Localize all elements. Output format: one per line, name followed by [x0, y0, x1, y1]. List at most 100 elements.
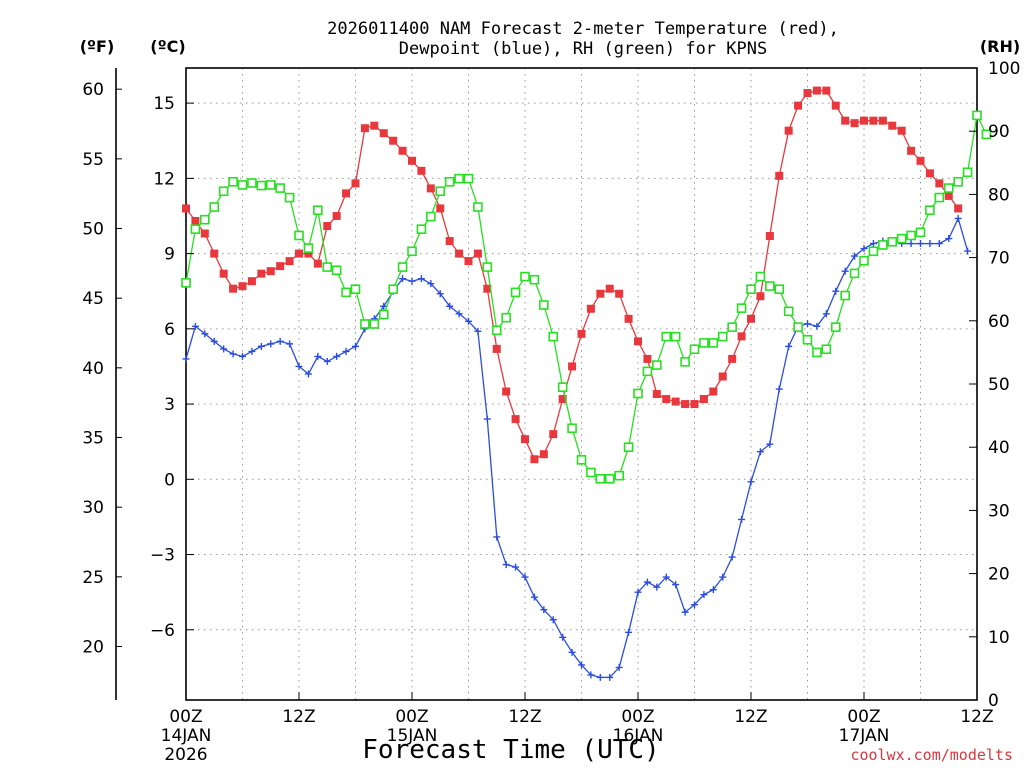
temperature-point — [605, 284, 614, 293]
dewpoint-point — [220, 345, 228, 353]
dewpoint-point — [738, 515, 746, 523]
celsius-tick-label: 15 — [153, 94, 175, 114]
rh-point — [435, 186, 446, 197]
dewpoint-point — [465, 317, 472, 325]
dewpoint-point — [530, 593, 538, 601]
dewpoint-point — [804, 320, 811, 328]
chart-title-line-1: 2026011400 NAM Forecast 2-meter Temperat… — [327, 19, 839, 39]
dewpoint-point — [276, 337, 284, 345]
temperature-point — [747, 314, 755, 323]
dewpoint-point — [766, 440, 774, 448]
rh-point — [755, 271, 766, 282]
rh-point — [840, 290, 850, 301]
temperature-point — [699, 395, 708, 404]
dewpoint-point — [615, 663, 623, 671]
rh-point — [774, 284, 785, 295]
dewpoint-point — [954, 214, 962, 222]
rh-tick-label: 70 — [988, 249, 1010, 269]
rh-point — [397, 262, 408, 272]
temperature-point — [436, 204, 445, 213]
rh-point — [303, 243, 314, 253]
dewpoint-point — [851, 252, 859, 260]
rh-point — [783, 306, 794, 317]
temperature-point — [426, 184, 435, 193]
dewpoint-point — [248, 347, 256, 355]
rh-point — [200, 214, 210, 225]
x-axis-title: Forecast Time (UTC) — [362, 735, 659, 765]
x-tick-date-label: 14JAN — [161, 726, 212, 746]
temperature-point — [709, 387, 718, 396]
rh-point — [209, 202, 220, 212]
rh-point — [275, 183, 285, 193]
temperature-point — [841, 116, 850, 125]
dewpoint-point — [493, 533, 501, 541]
rh-point — [313, 205, 323, 215]
dewpoint-point — [596, 673, 604, 681]
dewpoint-point — [841, 267, 849, 275]
temperature-point — [323, 222, 332, 230]
temperature-point — [238, 282, 247, 291]
dewpoint-point — [747, 478, 755, 486]
rh-unit-label: (RH) — [980, 37, 1020, 56]
rh-point — [727, 322, 737, 332]
rh-point — [567, 423, 577, 434]
temperature-point — [643, 354, 652, 363]
rh-point — [962, 167, 973, 178]
rh-point — [868, 246, 879, 257]
temperature-point — [897, 126, 906, 135]
rh-point — [878, 240, 888, 250]
rh-point — [708, 338, 719, 348]
rh-point — [548, 331, 559, 342]
temperature-point — [831, 101, 840, 110]
temperature-point — [775, 171, 784, 180]
rh-tick-label: 100 — [988, 59, 1020, 79]
rh-point — [247, 178, 257, 188]
rh-point — [934, 192, 945, 203]
rh-point — [416, 224, 427, 234]
temperature-point — [445, 237, 454, 246]
rh-point — [463, 173, 474, 184]
temperature-point — [200, 229, 209, 238]
temperature-line — [185, 89, 959, 461]
dewpoint-point — [352, 342, 359, 350]
temperature-point — [615, 289, 624, 298]
temperature-point — [483, 284, 492, 293]
rh-point — [925, 205, 935, 215]
fahrenheit-tick-label: 25 — [82, 568, 104, 588]
rh-point — [369, 319, 380, 329]
rh-point — [265, 180, 276, 190]
temperature-point — [568, 362, 577, 371]
temperature-point — [577, 329, 586, 338]
temperature-point — [681, 400, 690, 409]
dewpoint-point — [728, 553, 736, 561]
celsius-tick-label: 0 — [164, 470, 175, 490]
rh-point — [218, 186, 229, 197]
rh-point — [586, 467, 596, 478]
dewpoint-point — [926, 240, 934, 248]
temperature-point — [812, 86, 821, 95]
dewpoint-point — [436, 290, 444, 298]
rh-point — [642, 366, 653, 377]
x-tick-label: 00Z — [395, 707, 428, 727]
temperature-point — [662, 395, 671, 404]
dewpoint-line — [185, 216, 969, 679]
rh-point — [256, 180, 267, 191]
temperature-point — [417, 166, 426, 175]
temperature-point — [360, 124, 369, 133]
rh-point — [557, 382, 568, 392]
rh-point — [680, 357, 690, 367]
rh-point — [473, 202, 483, 212]
rh-point — [981, 129, 992, 140]
temperature-point — [473, 249, 482, 258]
temperature-point — [521, 435, 529, 444]
dewpoint-point — [333, 352, 341, 360]
dewpoint-point — [653, 583, 661, 591]
rh-tick-label: 20 — [988, 565, 1010, 585]
fahrenheit-unit-label: (ºF) — [80, 37, 115, 56]
rh-point — [529, 274, 540, 285]
temperature-point — [266, 267, 275, 276]
dewpoint-point — [210, 337, 218, 345]
temperature-point — [351, 179, 360, 188]
temperature-point — [925, 169, 934, 178]
